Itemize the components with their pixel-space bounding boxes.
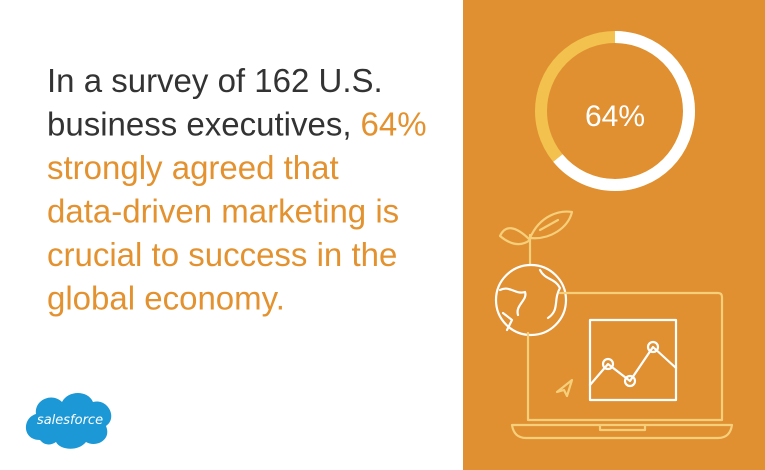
headline-highlight: 64% (361, 106, 427, 143)
chart-dot (646, 340, 660, 354)
chart-dot (601, 357, 615, 371)
logo: salesforce (25, 393, 112, 449)
headline-line: business executives, (47, 106, 352, 143)
donut-arc (535, 31, 695, 191)
headline-line: data-driven marketing is (47, 193, 399, 230)
donut-label: 64% (585, 100, 645, 133)
chart-line (588, 345, 678, 387)
side-panel (463, 0, 765, 470)
illustration (494, 210, 734, 440)
donut: 64% (535, 31, 695, 191)
globe-land (498, 268, 562, 332)
headline-line: crucial to success in the (47, 236, 397, 273)
cursor (555, 378, 574, 398)
globe (494, 263, 568, 337)
headline: In a survey of 162 U.S. business executiv… (47, 62, 427, 317)
logo-text: salesforce (37, 413, 103, 428)
headline-line: strongly agreed that (47, 149, 339, 186)
laptop-base (510, 423, 734, 440)
logo-cloud (25, 393, 112, 449)
laptop-screen (526, 291, 724, 422)
chart-dot (623, 374, 637, 388)
headline-line: global economy. (47, 280, 285, 317)
plant (498, 210, 574, 267)
chart-frame (588, 318, 678, 402)
headline-line: In a survey of 162 U.S. (47, 62, 383, 99)
